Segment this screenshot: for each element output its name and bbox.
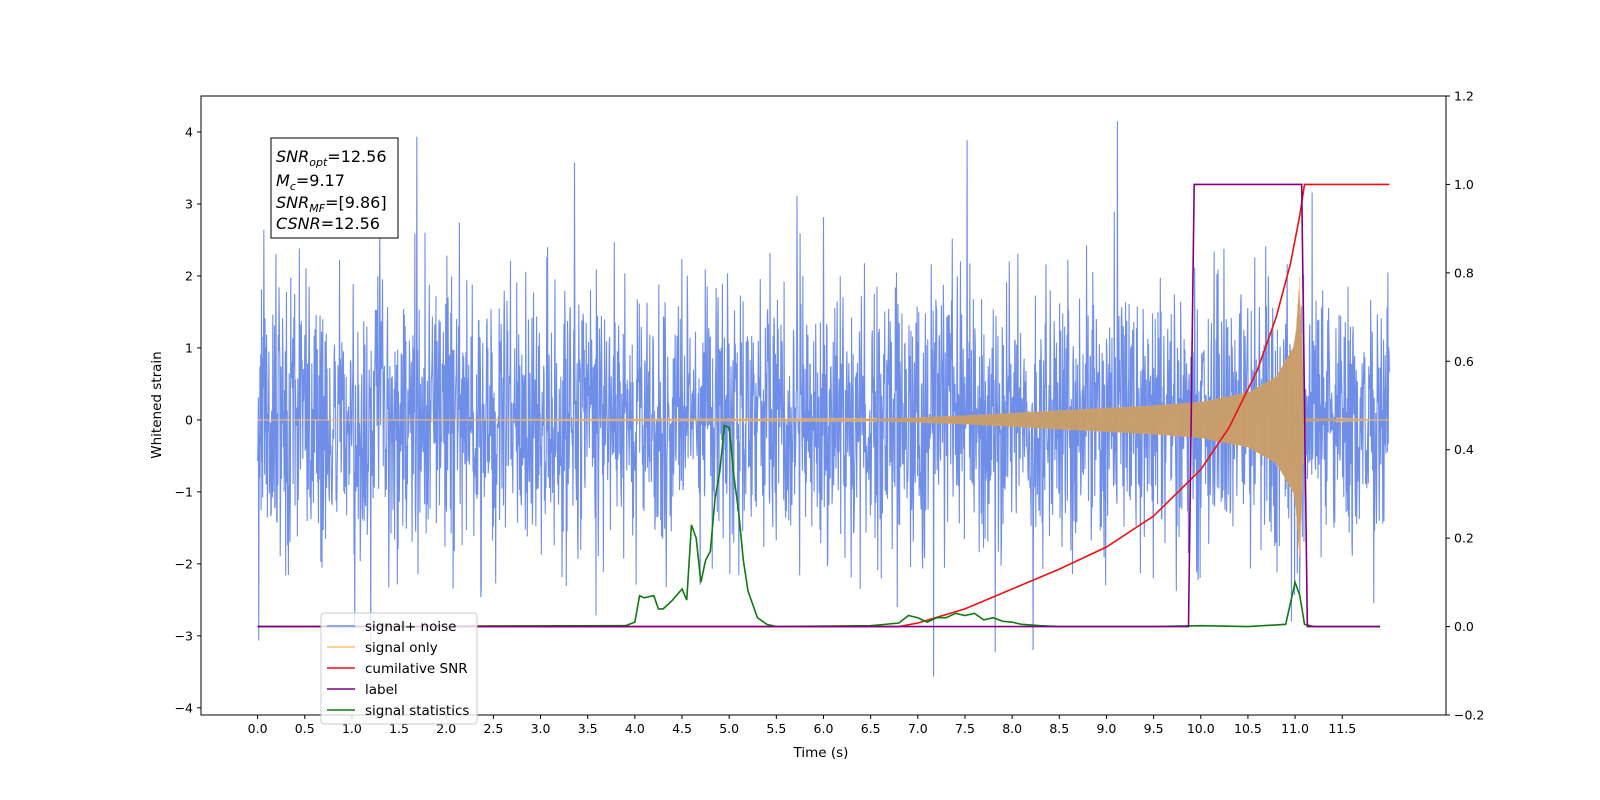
series-label [257, 183, 1380, 628]
stats-snr-opt: SNRopt=12.56 [276, 147, 387, 169]
x-tick-label: 9.5 [1144, 721, 1164, 736]
y2-tick-label: 0.6 [1454, 354, 1474, 369]
x-tick-label: 11.5 [1328, 721, 1356, 736]
stats-snr-mf: SNRMF=[9.86] [276, 193, 387, 215]
legend-label-label: label [365, 682, 398, 698]
stats-snr-mf-base: SNR [276, 193, 309, 212]
series-layer [257, 121, 1390, 677]
stats-csnr: CSNR=12.56 [276, 214, 380, 233]
legend-label-signal-noise: signal+ noise [365, 619, 456, 635]
series-signal-noise [257, 121, 1390, 677]
y2-tick-label: 0.4 [1454, 442, 1474, 457]
legend: signal+ noise signal only cumilative SNR… [320, 612, 478, 725]
x-tick-label: 4.5 [672, 721, 692, 736]
x-tick-label: 10.0 [1187, 721, 1215, 736]
x-tick-label: 0.5 [295, 721, 315, 736]
legend-label-signal-statistics: signal statistics [365, 703, 469, 719]
stats-snr-opt-base: SNR [276, 147, 309, 166]
x-tick-label: 7.5 [955, 721, 975, 736]
y-tick-label: −3 [175, 628, 193, 643]
y2-tick-label: −0.2 [1454, 708, 1484, 723]
x-tick-label: 5.0 [719, 721, 739, 736]
x-tick-label: 1.0 [342, 721, 362, 736]
y2-tick-label: 0.2 [1454, 531, 1474, 546]
stats-snr-mf-sub: MF [309, 202, 325, 215]
y2-tick-label: 1.0 [1454, 177, 1474, 192]
x-tick-label: 5.5 [766, 721, 786, 736]
y-axis-label: Whitened strain [149, 351, 165, 458]
stats-mc-base: M [276, 171, 290, 190]
x-tick-label: 2.0 [436, 721, 456, 736]
y2-tick-label: 1.2 [1454, 89, 1474, 104]
x-tick-label: 6.5 [861, 721, 881, 736]
x-tick-label: 10.5 [1234, 721, 1262, 736]
stats-mc-sub: c [290, 180, 296, 193]
series-cumulative-snr [257, 183, 1390, 628]
x-tick-label: 4.0 [625, 721, 645, 736]
y-tick-label: 4 [185, 124, 193, 139]
legend-label-cumulative-snr: cumilative SNR [365, 661, 468, 677]
stats-csnr-base: CSNR [276, 214, 321, 233]
y2-tick-label: 0.0 [1454, 619, 1474, 634]
x-tick-label: 2.5 [483, 721, 503, 736]
x-tick-label: 8.5 [1049, 721, 1069, 736]
stats-box-frame [270, 137, 399, 239]
x-tick-label: 0.0 [248, 721, 268, 736]
x-tick-label: 1.5 [389, 721, 409, 736]
x-tick-label: 9.0 [1097, 721, 1117, 736]
y-tick-label: 0 [185, 412, 193, 427]
x-tick-label: 6.0 [814, 721, 834, 736]
y-tick-label: 3 [185, 196, 193, 211]
stats-csnr-value: =12.56 [321, 214, 380, 233]
x-tick-label: 3.5 [578, 721, 598, 736]
stats-snr-opt-value: =12.56 [327, 147, 386, 166]
y-axis-ticks: −4 −3 −2 −1 0 1 2 3 4 [175, 124, 201, 715]
stats-box: SNRopt=12.56 Mc=9.17 SNRMF=[9.86] CSNR=1… [270, 137, 399, 239]
legend-label-signal-only: signal only [365, 640, 438, 656]
y2-tick-label: 0.8 [1454, 265, 1474, 280]
stats-mc-value: =9.17 [296, 171, 345, 190]
x-axis-ticks: 0.0 0.5 1.0 1.5 2.0 2.5 3.0 3.5 4.0 4.5 5.0 5.5 6.0 6… [248, 715, 1356, 736]
y-tick-label: −4 [175, 700, 193, 715]
series-signal-only-envelope [257, 289, 1390, 551]
x-tick-label: 11.0 [1281, 721, 1309, 736]
stats-snr-opt-sub: opt [309, 156, 328, 169]
stats-mc: Mc=9.17 [276, 171, 345, 193]
legend-frame [320, 612, 478, 725]
y-tick-label: 1 [185, 340, 193, 355]
y-tick-label: 2 [185, 268, 193, 283]
y-tick-label: −2 [175, 556, 193, 571]
x-tick-label: 7.0 [908, 721, 928, 736]
x-tick-label: 3.0 [531, 721, 551, 736]
stats-snr-mf-value: =[9.86] [325, 193, 387, 212]
x-axis-label: Time (s) [793, 745, 849, 761]
y-tick-label: −1 [175, 484, 193, 499]
x-tick-label: 8.0 [1002, 721, 1022, 736]
y2-axis-ticks: −0.2 0.0 0.2 0.4 0.6 0.8 1.0 1.2 [1446, 89, 1484, 723]
